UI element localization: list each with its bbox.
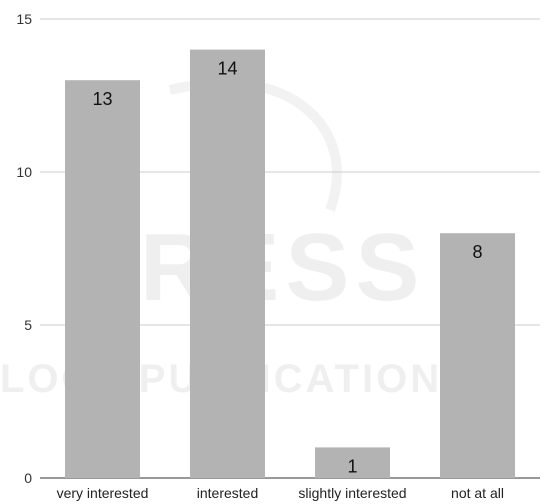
data-label: 14 — [217, 59, 237, 79]
data-label: 13 — [92, 89, 112, 109]
bar — [190, 49, 265, 478]
y-tick-label: 15 — [16, 11, 32, 27]
bar — [65, 80, 140, 478]
y-tick-label: 0 — [24, 470, 32, 486]
data-labels: 13 14 1 8 — [92, 59, 482, 477]
data-label: 8 — [472, 242, 482, 262]
x-axis-categories: very interested interested slightly intere… — [57, 485, 504, 501]
x-tick-label: slightly interested — [298, 485, 406, 501]
bar — [315, 447, 390, 478]
x-tick-label: not at all — [451, 485, 504, 501]
x-tick-label: very interested — [57, 485, 149, 501]
y-tick-label: 5 — [24, 317, 32, 333]
y-tick-label: 10 — [16, 164, 32, 180]
data-label: 1 — [347, 456, 357, 476]
bar — [440, 233, 515, 478]
y-axis-ticks: 0 5 10 15 — [16, 11, 32, 486]
x-tick-label: interested — [197, 485, 258, 501]
bars — [65, 49, 515, 478]
